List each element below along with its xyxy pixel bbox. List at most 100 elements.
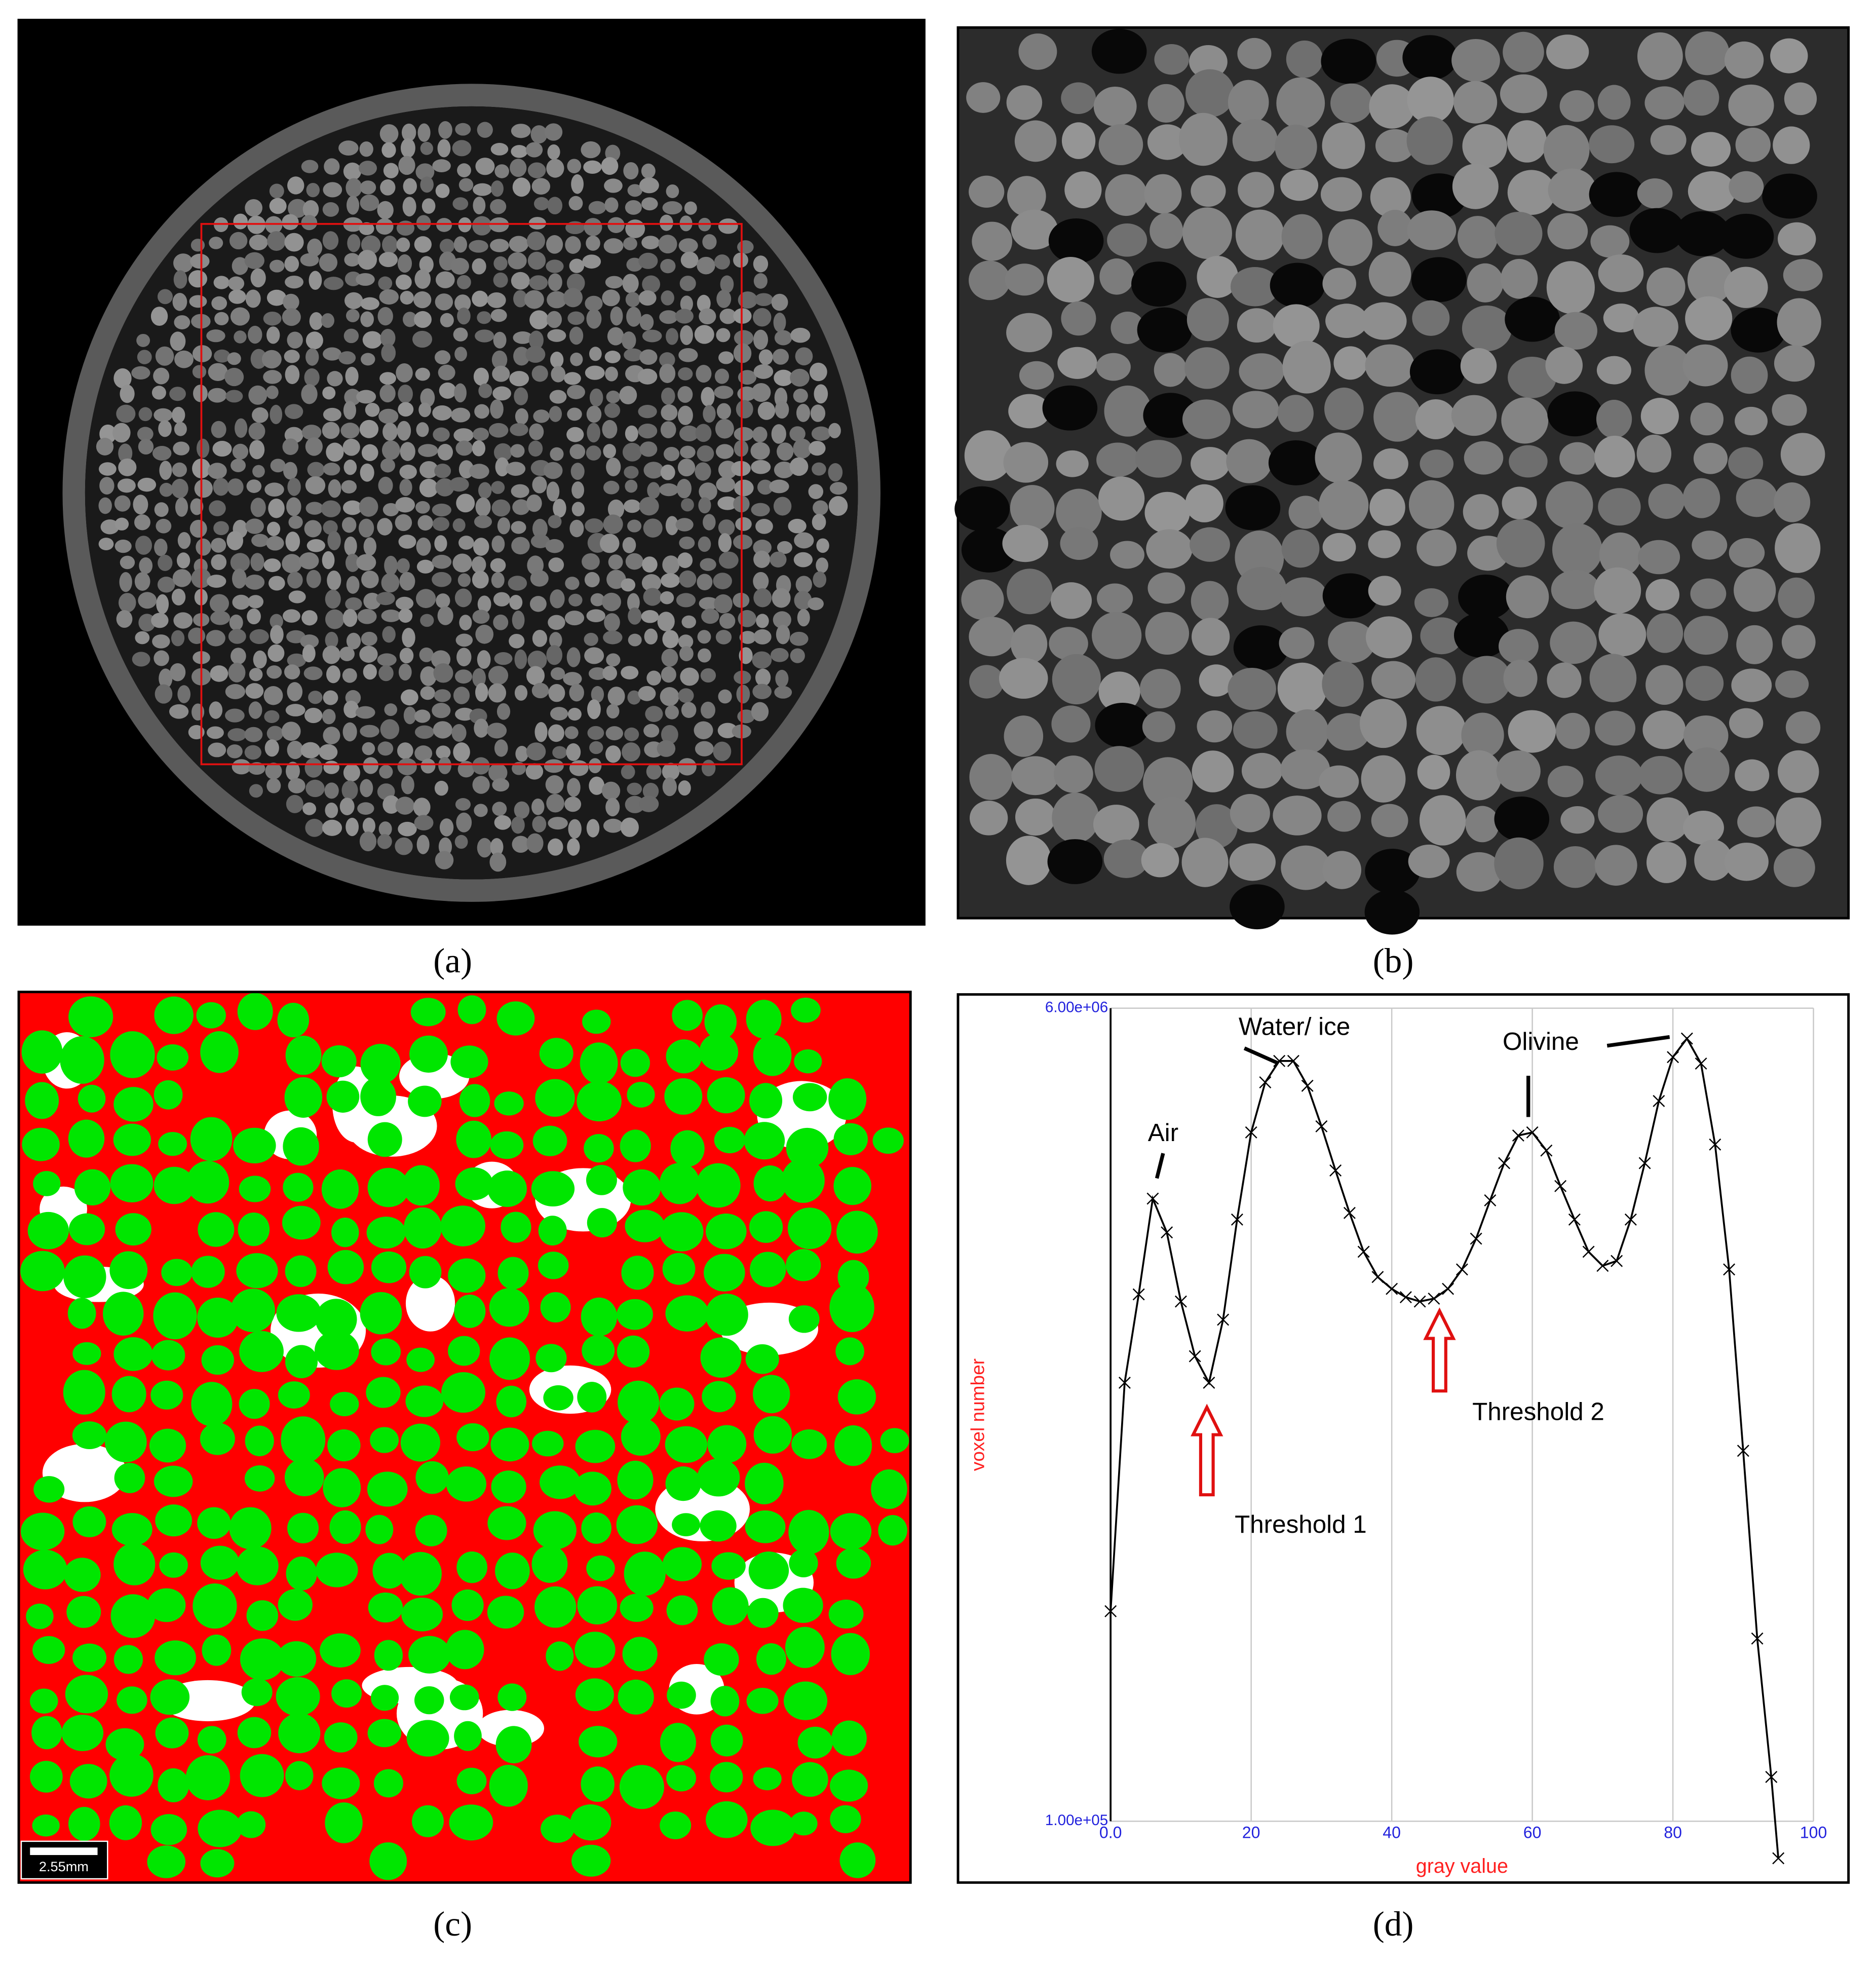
grain	[570, 352, 583, 366]
grain	[538, 1216, 567, 1246]
grain	[322, 422, 340, 439]
grain	[795, 576, 812, 593]
grain	[245, 574, 265, 590]
grain	[322, 709, 336, 725]
grain	[1105, 174, 1147, 216]
grain	[347, 196, 360, 215]
grain	[175, 497, 188, 517]
grain	[200, 1545, 240, 1580]
grain	[226, 531, 244, 550]
grain	[305, 437, 323, 456]
grain	[377, 518, 393, 536]
grain	[154, 1080, 183, 1110]
grain	[880, 1428, 909, 1453]
grain	[139, 557, 153, 574]
grain	[469, 464, 489, 479]
grain	[581, 1766, 615, 1802]
grain	[340, 423, 360, 439]
grain	[338, 351, 356, 365]
grain	[1547, 662, 1582, 698]
grain	[1496, 519, 1545, 567]
grain	[1546, 261, 1595, 314]
grain	[157, 577, 175, 593]
grain	[244, 727, 263, 742]
grain	[569, 326, 584, 345]
grain	[566, 647, 581, 667]
grain	[455, 633, 473, 647]
grain	[775, 669, 789, 688]
data-marker	[1638, 1157, 1651, 1169]
grain	[346, 817, 359, 837]
grain	[305, 502, 324, 515]
data-marker	[1737, 1445, 1749, 1457]
grain	[625, 292, 640, 307]
grain	[830, 1805, 861, 1833]
grain	[227, 478, 244, 496]
grain	[586, 445, 601, 461]
grain	[400, 442, 415, 461]
grain	[590, 593, 605, 607]
grain	[533, 1511, 577, 1549]
grain	[248, 701, 262, 719]
grain	[514, 801, 530, 819]
pore	[1494, 796, 1550, 842]
grain	[567, 311, 585, 325]
grain	[1144, 174, 1182, 214]
grain	[641, 163, 656, 179]
grain	[659, 310, 678, 324]
grain	[1049, 627, 1088, 660]
grain	[413, 291, 432, 309]
grain	[1650, 125, 1687, 155]
grain	[794, 591, 812, 610]
grain	[301, 425, 322, 440]
grain	[104, 1421, 147, 1463]
grain	[1729, 171, 1764, 203]
grain	[437, 443, 453, 461]
grain	[361, 631, 377, 646]
grain	[553, 499, 566, 518]
grain	[266, 326, 280, 344]
grain	[1729, 708, 1764, 738]
grain	[357, 802, 374, 815]
grain	[535, 1079, 575, 1117]
grain	[751, 460, 771, 474]
grain	[753, 364, 774, 379]
grain	[1281, 529, 1320, 568]
grain	[266, 778, 281, 793]
grain	[711, 1552, 746, 1580]
grain	[660, 1723, 696, 1762]
grain	[836, 1210, 878, 1254]
grain	[680, 295, 693, 313]
grain	[240, 1754, 284, 1797]
grain	[628, 607, 642, 625]
grain	[1006, 85, 1043, 120]
grain	[678, 634, 694, 649]
grain	[667, 1681, 696, 1709]
grain	[304, 758, 323, 778]
grain	[587, 699, 601, 720]
grain	[416, 422, 429, 437]
grain	[969, 753, 1013, 800]
grain	[246, 479, 262, 493]
grain	[1688, 171, 1736, 211]
grain	[679, 276, 696, 291]
scale-bar-ruler	[30, 1847, 98, 1856]
grain	[1645, 579, 1680, 611]
grain	[568, 593, 583, 607]
grain	[284, 350, 300, 363]
grain	[319, 253, 338, 272]
grain	[490, 558, 506, 573]
grain	[666, 1595, 698, 1625]
x-tick-label: 40	[1383, 1824, 1401, 1842]
grain	[514, 685, 528, 701]
grain	[398, 156, 415, 175]
grain	[1181, 838, 1229, 887]
grain	[382, 423, 398, 441]
grain	[644, 628, 658, 645]
grain	[459, 615, 472, 631]
grain	[745, 1510, 786, 1543]
grain	[436, 745, 451, 760]
grain	[1099, 258, 1134, 295]
grain	[1554, 312, 1597, 350]
